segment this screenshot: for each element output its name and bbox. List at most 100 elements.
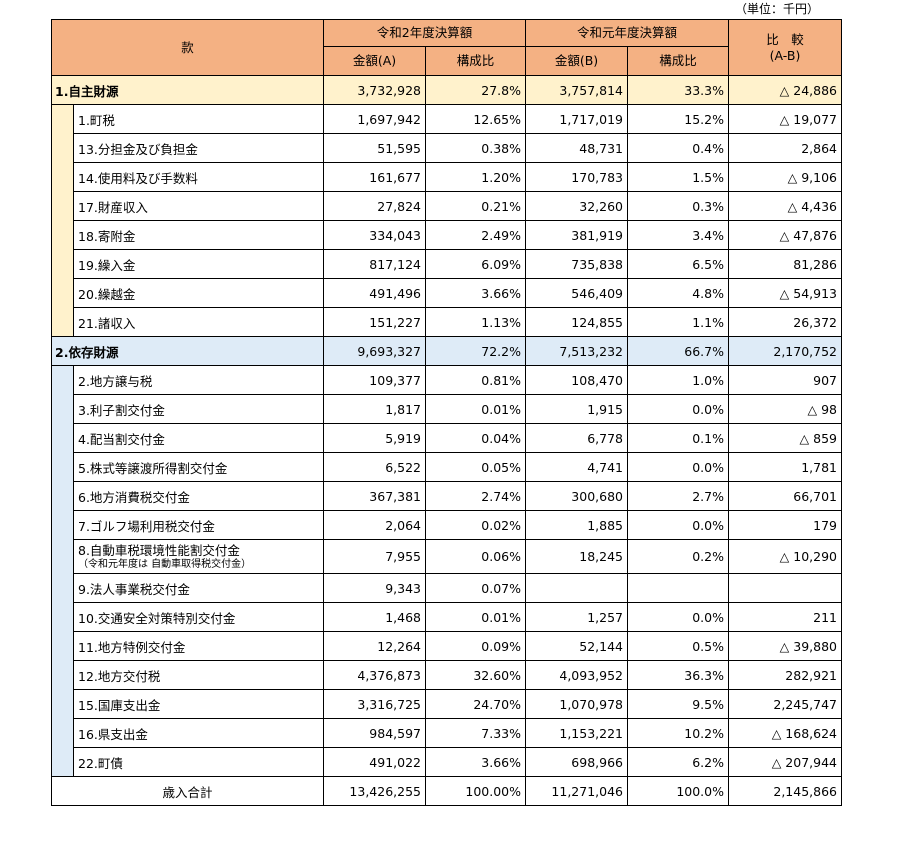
item-ratio-a: 1.13% [425, 307, 526, 337]
item-amount-b: 124,855 [525, 307, 628, 337]
item-ratio-b: 0.3% [627, 191, 729, 221]
item-name-cell: 12.地方交付税 [73, 660, 324, 690]
item-amount-b [525, 573, 628, 603]
item-ratio-a: 12.65% [425, 104, 526, 134]
category-amount-a: 9,693,327 [323, 336, 426, 366]
item-name-cell: 13.分担金及び負担金 [73, 133, 324, 163]
table-row: 7.ゴルフ場利用税交付金 2,064 0.02% 1,885 0.0% 179 [52, 510, 842, 540]
item-name-cell: 20.繰越金 [73, 278, 324, 308]
item-name-cell: 19.繰入金 [73, 249, 324, 279]
category-indent [51, 365, 74, 777]
item-ratio-a: 0.06% [425, 539, 526, 574]
item-diff: 81,286 [728, 249, 842, 279]
item-name-cell: 1.町税 [73, 104, 324, 134]
table-row: 8.自動車税環境性能割交付金 （令和元年度は 自動車取得税交付金） 7,955 0.0… [52, 539, 842, 574]
item-name-cell: 3.利子割交付金 [73, 394, 324, 424]
item-ratio-a: 7.33% [425, 718, 526, 748]
item-ratio-b: 1.0% [627, 365, 729, 395]
total-amount-b: 11,271,046 [525, 776, 628, 806]
revenue-table: 款 令和2年度決算額 令和元年度決算額 比 較 (A-B) 金額(A) 構成比 … [51, 19, 842, 806]
table-row: 3.利子割交付金 1,817 0.01% 1,915 0.0% △ 98 [52, 394, 842, 424]
category-ratio-b: 66.7% [627, 336, 729, 366]
item-name-cell: 9.法人事業税交付金 [73, 573, 324, 603]
item-note: （令和元年度は 自動車取得税交付金） [78, 558, 252, 570]
item-amount-b: 52,144 [525, 631, 628, 661]
item-ratio-b: 36.3% [627, 660, 729, 690]
total-diff: 2,145,866 [728, 776, 842, 806]
item-diff: 211 [728, 602, 842, 632]
item-name-cell: 15.国庫支出金 [73, 689, 324, 719]
table-row: 22.町債 491,022 3.66% 698,966 6.2% △ 207,944 [52, 747, 842, 777]
category-diff: △ 24,886 [728, 75, 842, 105]
item-ratio-a: 3.66% [425, 278, 526, 308]
header-ratio-a: 構成比 [425, 46, 526, 76]
item-ratio-b: 15.2% [627, 104, 729, 134]
item-diff: △ 4,436 [728, 191, 842, 221]
total-row: 歳入合計 13,426,255 100.00% 11,271,046 100.0% 2,1… [51, 776, 842, 806]
item-diff: △ 168,624 [728, 718, 842, 748]
item-amount-b: 4,093,952 [525, 660, 628, 690]
table-row: 12.地方交付税 4,376,873 32.60% 4,093,952 36.3% 282… [52, 660, 842, 690]
item-name: 8.自動車税環境性能割交付金 [78, 542, 240, 558]
header-kan: 款 [51, 19, 324, 76]
item-name-cell: 11.地方特例交付金 [73, 631, 324, 661]
item-amount-a: 3,316,725 [323, 689, 426, 719]
category-diff: 2,170,752 [728, 336, 842, 366]
item-diff: △ 54,913 [728, 278, 842, 308]
item-amount-a: 2,064 [323, 510, 426, 540]
item-ratio-b: 0.0% [627, 452, 729, 482]
table-row: 15.国庫支出金 3,316,725 24.70% 1,070,978 9.5% 2,24… [52, 689, 842, 719]
table-row: 1.町税 1,697,942 12.65% 1,717,019 15.2% △ 19,07… [51, 104, 842, 337]
item-name-cell: 10.交通安全対策特別交付金 [73, 602, 324, 632]
item-ratio-b: 3.4% [627, 220, 729, 250]
item-amount-a: 4,376,873 [323, 660, 426, 690]
category-ratio-a: 27.8% [425, 75, 526, 105]
item-name-cell: 5.株式等譲渡所得割交付金 [73, 452, 324, 482]
header-hikaku-sub: (A-B) [769, 47, 801, 63]
item-amount-a: 817,124 [323, 249, 426, 279]
item-amount-b: 1,885 [525, 510, 628, 540]
item-amount-a: 491,022 [323, 747, 426, 777]
item-ratio-b: 0.1% [627, 423, 729, 453]
item-amount-a: 9,343 [323, 573, 426, 603]
item-name-cell: 22.町債 [73, 747, 324, 777]
item-name-cell: 4.配当割交付金 [73, 423, 324, 453]
item-name-cell: 6.地方消費税交付金 [73, 481, 324, 511]
item-name-cell: 18.寄附金 [73, 220, 324, 250]
item-ratio-b: 0.5% [627, 631, 729, 661]
item-amount-b: 108,470 [525, 365, 628, 395]
item-amount-b: 48,731 [525, 133, 628, 163]
item-amount-a: 367,381 [323, 481, 426, 511]
item-ratio-a: 1.20% [425, 162, 526, 192]
item-ratio-b: 0.0% [627, 394, 729, 424]
item-diff: 2,245,747 [728, 689, 842, 719]
header-r1: 令和元年度決算額 [525, 19, 729, 47]
item-amount-b: 32,260 [525, 191, 628, 221]
item-name-cell: 2.地方譲与税 [73, 365, 324, 395]
header-hikaku: 比 較 (A-B) [728, 19, 842, 76]
table-row: 17.財産収入 27,824 0.21% 32,260 0.3% △ 4,436 [52, 191, 842, 221]
item-amount-b: 735,838 [525, 249, 628, 279]
item-amount-b: 698,966 [525, 747, 628, 777]
item-ratio-a: 0.07% [425, 573, 526, 603]
item-amount-b: 170,783 [525, 162, 628, 192]
table-row: 4.配当割交付金 5,919 0.04% 6,778 0.1% △ 859 [52, 423, 842, 453]
header-r2: 令和2年度決算額 [323, 19, 526, 47]
table-row: 2.地方譲与税 109,377 0.81% 108,470 1.0% 907 [51, 365, 842, 777]
header-amount-a: 金額(A) [323, 46, 426, 76]
item-ratio-a: 2.49% [425, 220, 526, 250]
item-diff: 907 [728, 365, 842, 395]
total-name: 歳入合計 [51, 776, 324, 806]
item-amount-a: 12,264 [323, 631, 426, 661]
item-ratio-b: 9.5% [627, 689, 729, 719]
item-ratio-a: 3.66% [425, 747, 526, 777]
item-diff: △ 859 [728, 423, 842, 453]
item-amount-a: 51,595 [323, 133, 426, 163]
item-ratio-b: 0.2% [627, 539, 729, 574]
table-row: 14.使用料及び手数料 161,677 1.20% 170,783 1.5% △ 9,10… [52, 162, 842, 192]
item-ratio-a: 0.02% [425, 510, 526, 540]
category-row: 2.依存財源 9,693,327 72.2% 7,513,232 66.7% 2,170,… [51, 336, 842, 366]
table-row: 6.地方消費税交付金 367,381 2.74% 300,680 2.7% 66,701 [52, 481, 842, 511]
item-ratio-a: 2.74% [425, 481, 526, 511]
item-ratio-a: 6.09% [425, 249, 526, 279]
